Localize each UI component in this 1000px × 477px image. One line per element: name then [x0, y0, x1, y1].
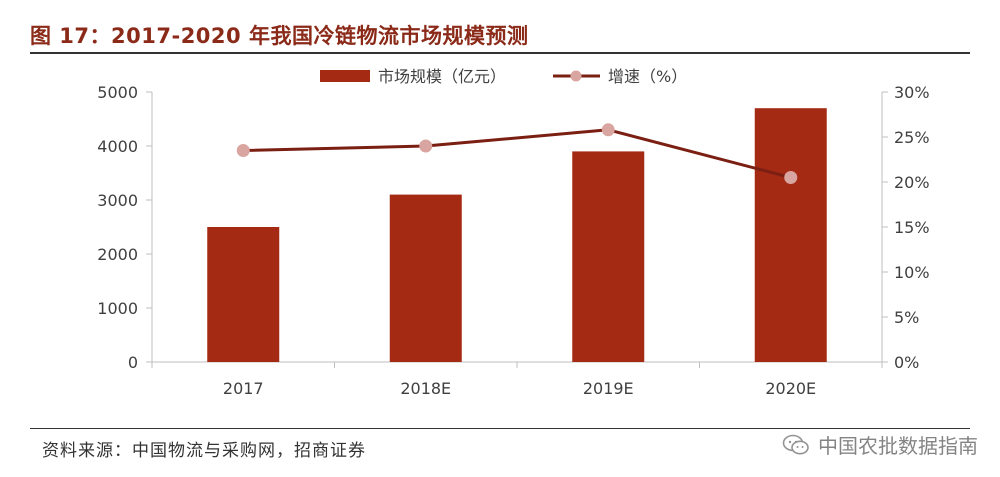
y-right-tick-label: 5%	[894, 308, 919, 327]
bar-2017	[207, 227, 280, 362]
source-note: 资料来源：中国物流与采购网，招商证券	[42, 441, 366, 461]
bar-2020E	[754, 108, 827, 362]
y-left-tick-label: 3000	[97, 191, 138, 210]
x-tick-label: 2019E	[583, 379, 634, 398]
y-left-tick-label: 5000	[97, 83, 138, 102]
bar-series	[207, 108, 827, 362]
legend-swatch-marker	[570, 70, 582, 82]
bar-2019E	[572, 151, 645, 362]
growth-point-2018E	[419, 139, 433, 153]
x-tick-label: 2017	[223, 379, 264, 398]
y-left-tick-label: 1000	[97, 299, 138, 318]
watermark-text: 中国农批数据指南	[818, 434, 978, 458]
y-left-tick-label: 4000	[97, 137, 138, 156]
combo-chart: 市场规模（亿元） 增速（%） 0 1000 2000 3000 4000 5000 0% 5% 1…	[97, 67, 929, 398]
bar-2018E	[389, 194, 462, 362]
growth-point-2017	[236, 144, 250, 157]
y-right-tick-label: 0%	[894, 353, 919, 372]
y-left-tick-label: 2000	[97, 245, 138, 264]
legend-label-line: 增速（%）	[608, 67, 687, 86]
y-right-tick-label: 15%	[894, 218, 930, 237]
chart-title: 图 17：2017-2020 年我国冷链物流市场规模预测	[30, 24, 529, 48]
y-right-tick-label: 25%	[894, 128, 930, 147]
watermark: 中国农批数据指南	[782, 430, 978, 459]
x-tick-label: 2020E	[765, 379, 816, 398]
growth-line	[243, 128, 792, 179]
x-tick-label: 2018E	[400, 379, 451, 398]
x-axis-labels: 2017 2018E 2019E 2020E	[223, 379, 816, 398]
y-left-tick-label: 0	[128, 353, 138, 372]
legend-swatch-bar	[320, 70, 370, 82]
axes: 0 1000 2000 3000 4000 5000 0% 5% 10% 15% 20% 25% 30%	[97, 83, 929, 372]
title-bar: 图 17：2017-2020 年我国冷链物流市场规模预测	[30, 14, 970, 54]
growth-point-2020E	[784, 171, 798, 184]
legend-label-bar: 市场规模（亿元）	[378, 67, 506, 86]
y-right-tick-label: 30%	[894, 83, 930, 102]
legend: 市场规模（亿元） 增速（%）	[320, 67, 687, 86]
y-right-tick-label: 20%	[894, 173, 930, 192]
chart-area: 市场规模（亿元） 增速（%） 0 1000 2000 3000 4000 5000 0% 5% 1…	[0, 60, 1000, 430]
footer-divider	[30, 428, 970, 429]
line-series	[236, 123, 798, 184]
wechat-icon	[782, 434, 809, 454]
growth-point-2019E	[601, 123, 615, 137]
y-right-tick-label: 10%	[894, 263, 930, 282]
